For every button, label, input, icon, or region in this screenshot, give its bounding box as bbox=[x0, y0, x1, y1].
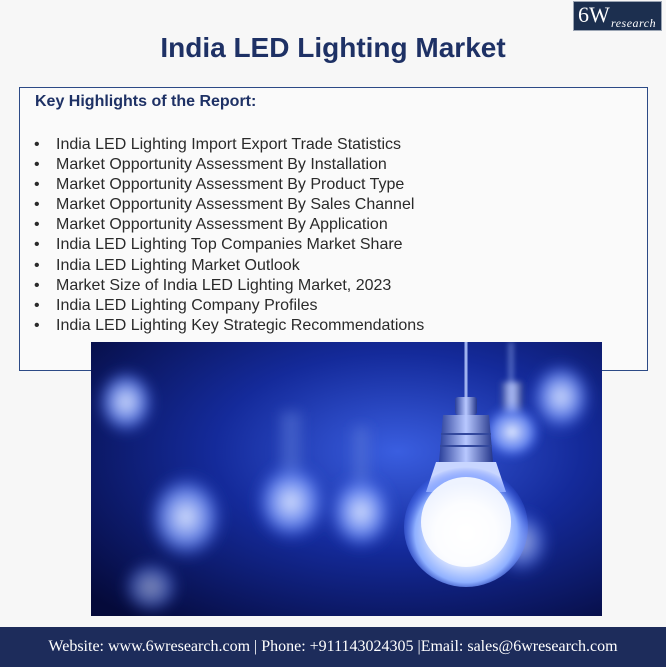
list-item-text: Market Opportunity Assessment By Install… bbox=[56, 156, 387, 174]
contact-footer: Website: www.6wresearch.com | Phone: +91… bbox=[0, 627, 666, 667]
list-item: • Market Size of India LED Lighting Marke… bbox=[34, 276, 424, 296]
list-item-text: India LED Lighting Key Strategic Recomme… bbox=[56, 316, 425, 334]
bullet-icon: • bbox=[34, 216, 40, 234]
list-item-text: Market Opportunity Assessment By Sales C… bbox=[56, 196, 415, 214]
list-item-text: Market Opportunity Assessment By Applica… bbox=[56, 216, 388, 234]
list-item: • India LED Lighting Top Companies Market… bbox=[34, 235, 424, 255]
bullet-icon: • bbox=[34, 236, 40, 254]
bullet-icon: • bbox=[34, 256, 40, 274]
bullet-icon: • bbox=[34, 176, 40, 194]
led-bulbs-photo bbox=[91, 342, 602, 616]
list-item: • Market Opportunity Assessment By Sales … bbox=[34, 195, 424, 215]
bullet-icon: • bbox=[34, 136, 40, 153]
highlights-list: • India LED Lighting Import Export Trade … bbox=[34, 135, 424, 336]
bullet-icon: • bbox=[34, 156, 40, 174]
list-item: • India LED Lighting Company Profiles bbox=[34, 296, 424, 316]
list-item-text: Market Size of India LED Lighting Market… bbox=[56, 276, 392, 294]
highlights-box: Key Highlights of the Report: • India LED… bbox=[19, 87, 648, 371]
list-item: • Market Opportunity Assessment By Instal… bbox=[34, 155, 424, 175]
list-item-text: Market Opportunity Assessment By Product… bbox=[56, 176, 405, 194]
highlights-heading: Key Highlights of the Report: bbox=[35, 93, 257, 110]
list-item: • Market Opportunity Assessment By Applic… bbox=[34, 215, 424, 235]
list-item-text: India LED Lighting Import Export Trade S… bbox=[56, 136, 402, 153]
bullet-icon: • bbox=[34, 296, 40, 314]
page-title: India LED Lighting Market bbox=[160, 32, 506, 63]
list-item: • Market Opportunity Assessment By Produc… bbox=[34, 175, 424, 195]
list-item: • India LED Lighting Import Export Trade … bbox=[34, 135, 424, 155]
bullet-icon: • bbox=[34, 196, 40, 214]
list-item-text: India LED Lighting Company Profiles bbox=[56, 296, 318, 314]
brand-logo: 6W research bbox=[573, 1, 662, 31]
bullet-icon: • bbox=[34, 316, 40, 334]
list-item-text: India LED Lighting Market Outlook bbox=[56, 256, 300, 274]
list-item: • India LED Lighting Market Outlook bbox=[34, 256, 424, 276]
list-item-text: India LED Lighting Top Companies Market … bbox=[56, 236, 403, 254]
logo-main-text: 6W bbox=[578, 2, 610, 27]
logo-sub-text: research bbox=[611, 16, 657, 30]
list-item: • India LED Lighting Key Strategic Recomm… bbox=[34, 316, 424, 336]
bullet-icon: • bbox=[34, 276, 40, 294]
